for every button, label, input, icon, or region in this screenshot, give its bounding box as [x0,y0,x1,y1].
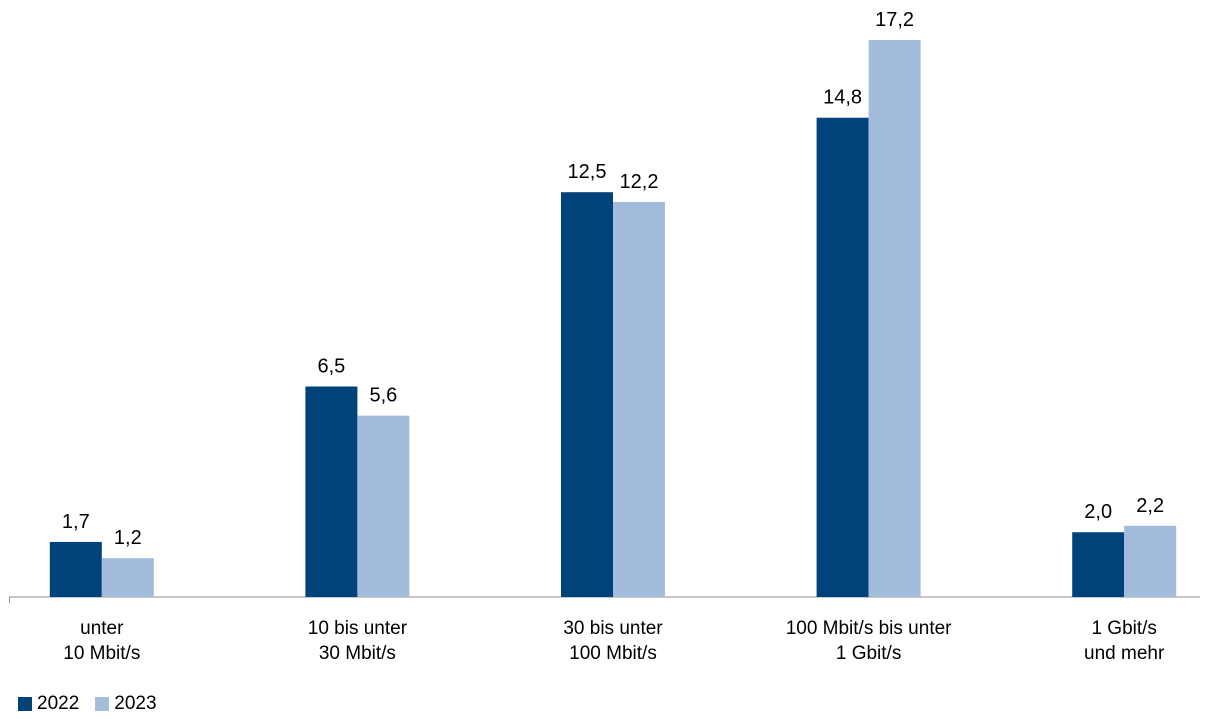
bar-2022-4 [1072,532,1125,597]
bar-2023-1 [357,415,410,597]
data-label-2022-1: 6,5 [317,356,345,378]
data-label-2022-0: 1,7 [62,511,90,533]
legend-swatch-2022 [18,697,32,711]
data-label-2022-2: 12,5 [568,161,607,183]
legend-item-2022: 2022 [18,693,79,715]
data-label-2023-0: 1,2 [114,527,142,549]
data-label-2023-4: 2,2 [1136,495,1164,517]
legend-item-2023: 2023 [95,693,157,715]
bar-2023-2 [613,201,665,597]
legend-swatch-2023 [95,697,110,711]
data-label-2023-3: 17,2 [875,9,914,31]
legend: 2022 2023 [18,693,173,715]
bar-chart: 1,7 1,2 unter 10 Mbit/s 6,5 5,6 10 bis unter 30… [9,9,1200,664]
data-label-2022-3: 14,8 [823,87,862,109]
category-label-4: 1 Gbit/s und mehr [1084,618,1165,664]
category-label-1: 10 bis unter 30 Mbit/s [308,618,408,664]
category-label-0: unter 10 Mbit/s [63,618,140,664]
legend-label-2023: 2023 [114,693,157,714]
bar-2023-4 [1124,525,1177,597]
category-label-2: 30 bis unter 100 Mbit/s [563,618,663,664]
data-label-2022-4: 2,0 [1084,501,1112,523]
data-label-2023-1: 5,6 [369,385,397,407]
bar-2022-3 [816,117,869,597]
bar-2023-3 [868,40,921,597]
bar-2022-0 [49,541,102,597]
bar-2022-1 [305,386,358,597]
legend-label-2022: 2022 [37,693,80,714]
category-label-3: 100 Mbit/s bis unter 1 Gbit/s [786,618,952,664]
data-label-2023-2: 12,2 [620,171,659,193]
bar-2023-0 [101,558,154,597]
bar-2022-2 [561,192,613,597]
